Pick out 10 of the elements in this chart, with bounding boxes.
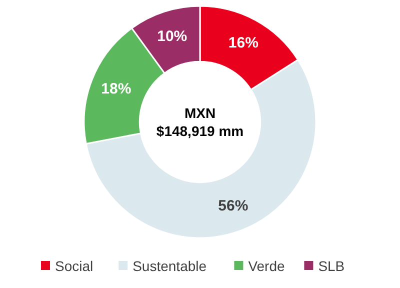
text: $148,919 mm	[156, 123, 244, 139]
data-label: 16%	[228, 34, 258, 52]
data-label: 18%	[101, 80, 132, 98]
text: MXN	[184, 105, 216, 121]
data-label: 10%	[157, 28, 188, 45]
data-label: 56%	[218, 197, 248, 214]
legend-label: Verde	[248, 258, 285, 274]
legend-label: Sustentable	[132, 258, 207, 274]
legend-label: Social	[55, 258, 94, 274]
legend-label: SLB	[318, 258, 345, 274]
